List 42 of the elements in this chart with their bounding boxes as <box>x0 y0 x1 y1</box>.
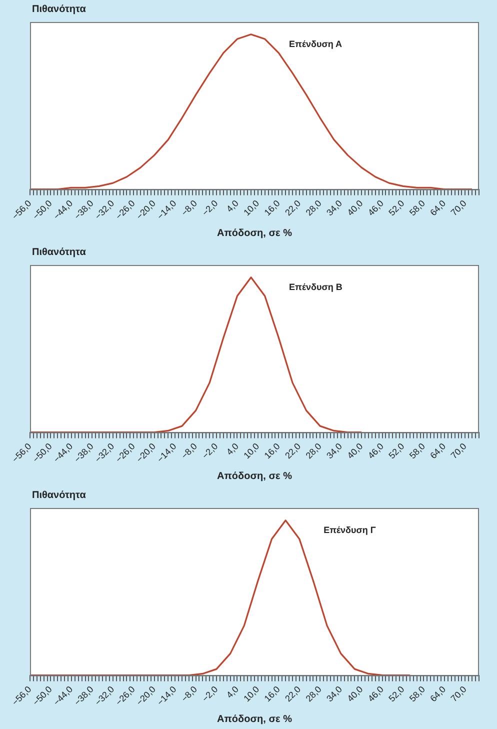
x-tick-label: 52,0 <box>386 441 406 461</box>
x-tick-label: 34,0 <box>324 441 344 461</box>
x-tick-label: 16,0 <box>262 684 282 704</box>
x-tick-label: 4,0 <box>224 198 240 214</box>
text: Επένδυση Β <box>289 282 343 292</box>
x-tick-label: 16,0 <box>262 198 282 218</box>
x-tick-label: −8,0 <box>179 441 199 461</box>
x-tick-label: −8,0 <box>179 198 199 218</box>
x-tick-label: 46,0 <box>366 198 386 218</box>
x-tick-label: 64,0 <box>428 441 448 461</box>
x-tick-label: 40,0 <box>345 441 365 461</box>
x-tick-label: −8,0 <box>179 684 199 704</box>
x-tick-label: 52,0 <box>386 198 406 218</box>
x-tick-label: −2,0 <box>200 198 220 218</box>
x-tick-label: 4,0 <box>224 684 240 700</box>
y-axis-title: Πιθανότητα <box>32 490 86 501</box>
x-tick-label: −2,0 <box>200 684 220 704</box>
x-axis-title: Απόδοση, σε % <box>217 470 292 482</box>
x-tick-label: 64,0 <box>428 684 448 704</box>
x-tick-label: 34,0 <box>324 684 344 704</box>
x-tick-label: 58,0 <box>407 441 427 461</box>
x-tick-label: 58,0 <box>407 198 427 218</box>
y-axis-title: Πιθανότητα <box>32 247 86 258</box>
y-axis-title: Πιθανότητα <box>32 4 86 15</box>
x-tick-label: 52,0 <box>386 684 406 704</box>
x-tick-label: 70,0 <box>448 684 468 704</box>
x-tick-label: 70,0 <box>448 441 468 461</box>
x-tick-label: 4,0 <box>224 441 240 458</box>
x-tick-label: 40,0 <box>345 198 365 218</box>
x-tick-label: 64,0 <box>428 198 448 218</box>
text: Επένδυση Γ <box>324 524 376 535</box>
x-tick-label: 58,0 <box>407 684 427 704</box>
x-tick-label: 40,0 <box>345 684 365 704</box>
x-tick-label: 70,0 <box>448 198 468 218</box>
x-tick-label: 34,0 <box>324 198 344 218</box>
x-tick-label: 46,0 <box>366 441 386 461</box>
series-label: Επένδυση Α <box>289 38 343 49</box>
x-tick-label: 46,0 <box>366 684 386 704</box>
x-tick-label: 16,0 <box>262 441 282 461</box>
x-tick-label: −2,0 <box>200 441 220 461</box>
x-axis-title: Απόδοση, σε % <box>217 714 292 725</box>
x-axis-title: Απόδοση, σε % <box>217 228 292 239</box>
